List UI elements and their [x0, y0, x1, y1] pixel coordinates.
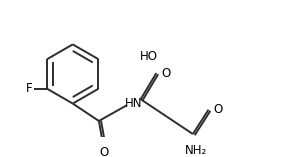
- Text: O: O: [99, 146, 109, 157]
- Text: NH₂: NH₂: [185, 144, 207, 157]
- Text: O: O: [214, 103, 223, 116]
- Text: HO: HO: [140, 50, 158, 63]
- Text: HN: HN: [125, 97, 142, 110]
- Text: F: F: [26, 82, 32, 95]
- Text: O: O: [162, 67, 171, 80]
